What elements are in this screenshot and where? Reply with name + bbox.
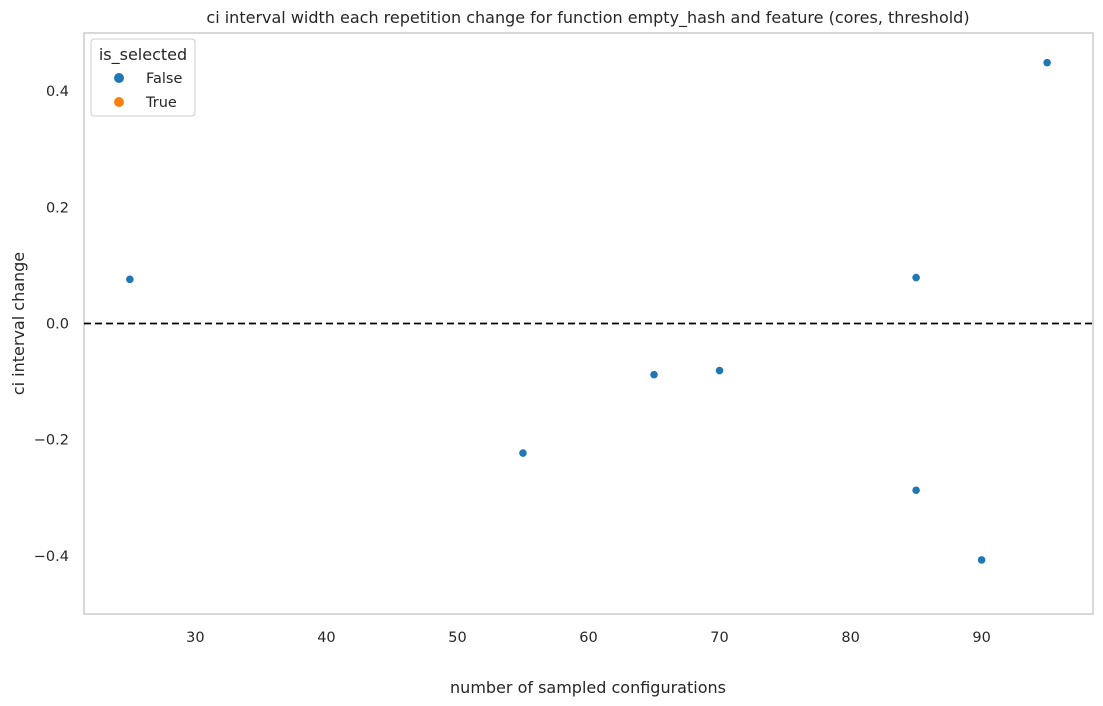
data-points xyxy=(125,58,1052,565)
data-point xyxy=(714,365,725,376)
legend-label-true: True xyxy=(145,95,177,111)
data-point xyxy=(911,273,921,283)
x-tick-label: 40 xyxy=(317,630,335,646)
x-tick-label: 30 xyxy=(186,630,204,646)
x-tick-label: 70 xyxy=(710,630,728,646)
y-axis-label: ci interval change xyxy=(9,252,28,395)
data-point xyxy=(649,370,659,380)
x-tick-labels: 30 40 50 60 70 80 90 xyxy=(186,630,991,646)
y-tick-label: 0.0 xyxy=(46,317,69,333)
y-tick-label: 0.2 xyxy=(46,200,69,216)
plot-frame xyxy=(83,32,1094,615)
data-point xyxy=(1042,58,1052,68)
legend-marker-false xyxy=(114,73,124,83)
y-tick-labels: −0.4 −0.2 0.0 0.2 0.4 xyxy=(34,84,69,565)
legend-title: is_selected xyxy=(99,45,187,65)
data-point xyxy=(518,448,528,458)
y-tick-label: −0.4 xyxy=(34,549,69,565)
data-point xyxy=(911,485,921,495)
legend-marker-true xyxy=(114,97,124,107)
chart-title: ci interval width each repetition change… xyxy=(206,8,969,28)
legend-box xyxy=(90,38,196,117)
legend: is_selected False True xyxy=(90,38,196,117)
x-tick-label: 90 xyxy=(972,630,990,646)
x-tick-label: 60 xyxy=(579,630,597,646)
y-tick-label: 0.4 xyxy=(46,84,69,100)
data-point xyxy=(125,274,135,284)
x-tick-label: 80 xyxy=(841,630,859,646)
y-tick-label: −0.2 xyxy=(34,433,69,449)
x-axis-label: number of sampled configurations xyxy=(450,678,726,697)
x-tick-label: 50 xyxy=(448,630,466,646)
legend-label-false: False xyxy=(146,71,182,87)
data-point xyxy=(977,555,987,565)
